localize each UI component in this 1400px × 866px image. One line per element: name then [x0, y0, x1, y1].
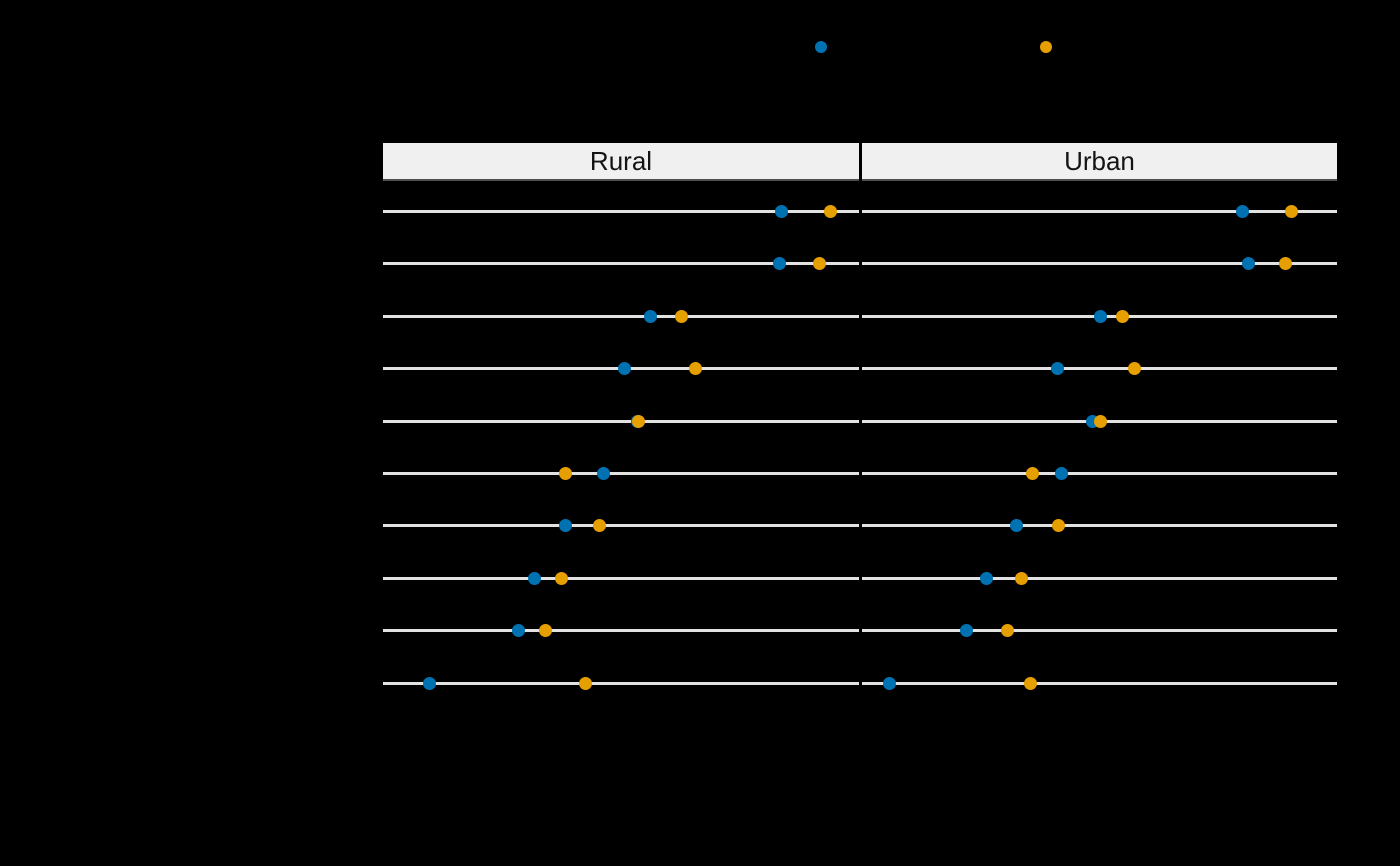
data-point-series-orange: [592, 519, 606, 533]
data-point-series-blue: [1235, 205, 1249, 218]
row-gridline: [383, 576, 859, 580]
legend-marker-orange-icon: [1040, 41, 1052, 53]
row-gridline: [862, 629, 1337, 633]
row-gridline: [383, 472, 859, 475]
data-point-series-orange: [824, 205, 838, 218]
data-point-series-orange: [1116, 309, 1130, 323]
data-point-series-blue: [618, 362, 632, 376]
row-gridline: [383, 262, 859, 266]
facet-strip-urban-label: Urban: [1064, 146, 1135, 176]
data-point-series-orange: [1025, 467, 1039, 480]
facet-strip-rural: Rural: [383, 143, 859, 181]
data-point-series-orange: [539, 624, 553, 638]
data-point-series-orange: [1285, 205, 1299, 218]
data-point-series-blue: [1050, 362, 1064, 376]
row-gridline: [862, 524, 1337, 528]
data-point-series-blue: [960, 624, 974, 638]
facet-strip-rural-label: Rural: [589, 146, 653, 176]
data-point-series-blue: [882, 676, 896, 690]
data-point-series-blue: [644, 309, 658, 323]
data-point-series-blue: [422, 676, 436, 690]
legend-marker-blue-icon: [815, 41, 827, 53]
data-point-series-orange: [1001, 624, 1015, 638]
data-point-series-orange: [689, 362, 703, 376]
row-gridline: [862, 210, 1337, 213]
data-point-series-blue: [1094, 309, 1108, 323]
data-point-series-blue: [528, 571, 542, 585]
data-point-series-orange: [1023, 676, 1037, 690]
data-point-series-blue: [597, 467, 611, 480]
row-gridline: [862, 367, 1337, 371]
data-point-series-orange: [1051, 519, 1065, 533]
row-gridline: [862, 472, 1337, 475]
data-point-series-orange: [631, 414, 645, 428]
row-gridline: [383, 314, 859, 318]
data-point-series-orange: [813, 257, 827, 271]
row-gridline: [383, 629, 859, 633]
row-gridline: [862, 262, 1337, 266]
data-point-series-orange: [1094, 414, 1108, 428]
row-gridline: [862, 576, 1337, 580]
data-point-series-orange: [675, 309, 689, 323]
data-point-series-orange: [579, 676, 593, 690]
data-point-series-blue: [980, 571, 994, 585]
data-point-series-blue: [1010, 519, 1024, 533]
data-point-series-orange: [1014, 571, 1028, 585]
data-point-series-blue: [775, 205, 789, 218]
row-gridline: [383, 419, 859, 423]
row-gridline: [383, 210, 859, 213]
data-point-series-blue: [511, 624, 525, 638]
data-point-series-blue: [1241, 257, 1255, 271]
row-gridline: [383, 524, 859, 528]
data-point-series-blue: [559, 519, 573, 533]
data-point-series-orange: [1127, 362, 1141, 376]
data-point-series-orange: [554, 571, 568, 585]
data-point-series-blue: [772, 257, 786, 271]
facet-strip-urban: Urban: [862, 143, 1337, 181]
data-point-series-blue: [1054, 467, 1068, 480]
row-gridline: [862, 681, 1337, 685]
row-gridline: [383, 681, 859, 685]
data-point-series-orange: [559, 467, 573, 480]
data-point-series-orange: [1278, 257, 1292, 271]
